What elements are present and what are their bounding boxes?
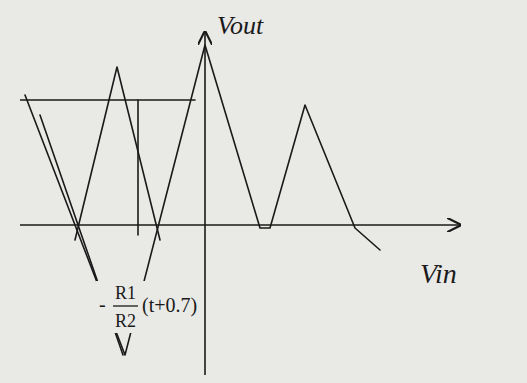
curve [75, 67, 160, 240]
annotation: -R1 R2 (t+0.7) [96, 281, 200, 333]
x-axis [20, 224, 460, 226]
y-axis-label: Vout [217, 11, 264, 40]
curve [20, 99, 195, 101]
plot-lines [20, 45, 380, 355]
label-patch [96, 281, 200, 333]
chart: Vout Vin -R1 R2 (t+0.7) [0, 0, 527, 383]
x-axis-label: Vin [420, 258, 457, 289]
annotation-denominator: R2 [115, 311, 136, 331]
annotation-sign: - [99, 293, 106, 315]
annotation-numerator: R1 [115, 283, 136, 303]
curve [137, 100, 139, 235]
curve [25, 45, 380, 355]
fraction-bar [113, 305, 138, 306]
annotation-text: (t+0.7) [142, 294, 197, 317]
y-axis [204, 32, 206, 375]
